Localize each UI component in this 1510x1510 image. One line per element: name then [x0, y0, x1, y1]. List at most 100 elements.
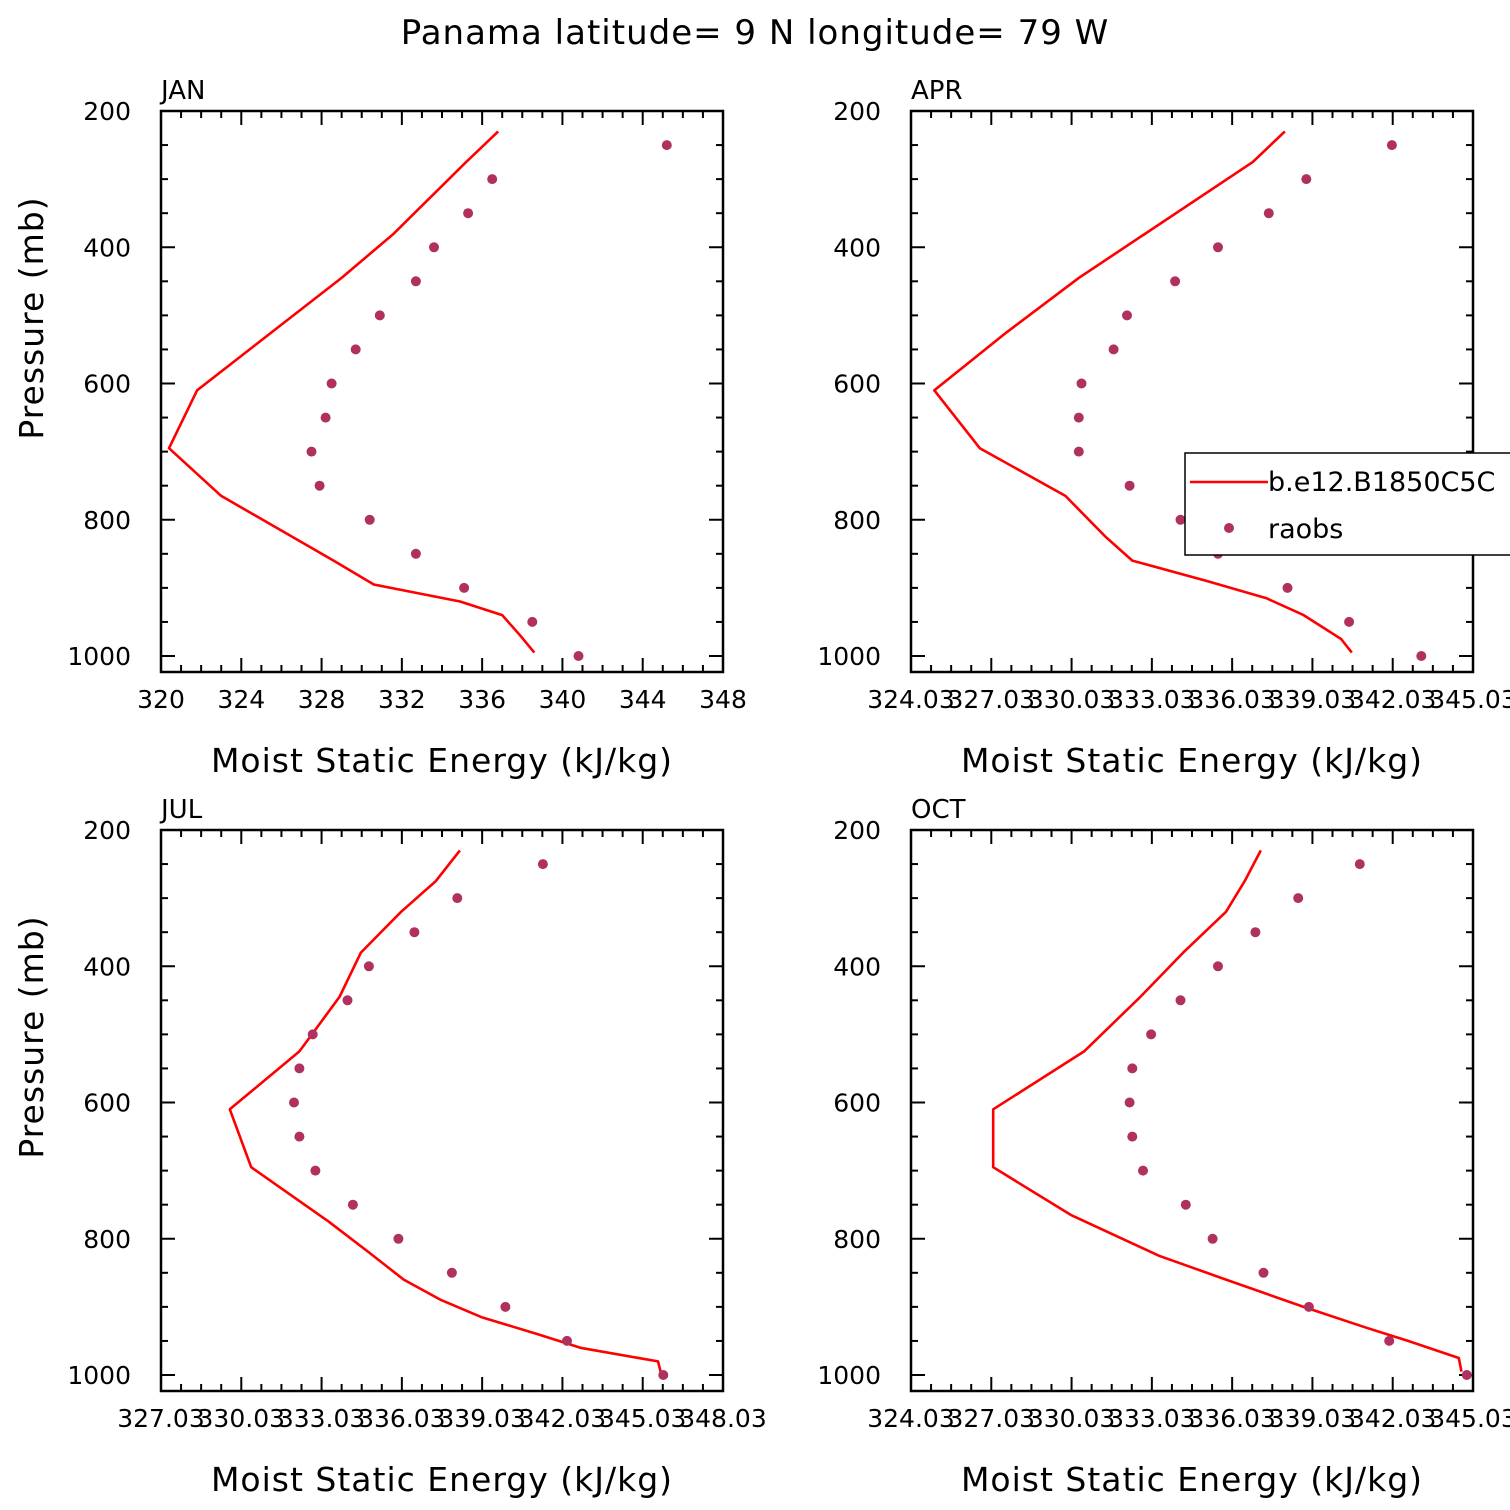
raobs-point [1213, 242, 1223, 253]
y-tick-label: 800 [83, 1225, 131, 1254]
raobs-point [1386, 140, 1397, 151]
y-tick-label: 600 [833, 370, 881, 399]
x-tick-label: 342.03 [1349, 685, 1436, 714]
x-tick-label: 340 [539, 685, 587, 714]
legend: b.e12.B1850C5C raobs [1184, 452, 1510, 556]
x-tick-label: 345.03 [1429, 685, 1510, 714]
panel-jul: JUL327.03330.03333.03336.03339.03342.033… [12, 795, 767, 1499]
x-tick-label: 333.03 [278, 1404, 365, 1433]
raobs-point [307, 1029, 318, 1040]
raobs-point [446, 1267, 457, 1278]
raobs-point [1108, 344, 1119, 355]
y-tick-label: 600 [833, 1089, 881, 1118]
x-tick-label: 342.03 [519, 1404, 606, 1433]
x-axis-label: Moist Static Energy (kJ/kg) [961, 1460, 1423, 1499]
x-tick-label: 333.03 [1108, 1404, 1195, 1433]
raobs-point [1282, 582, 1293, 593]
raobs-point [363, 961, 374, 972]
x-tick-label: 330.03 [1028, 685, 1115, 714]
raobs-point [658, 1370, 669, 1380]
panel-label: JAN [159, 76, 205, 106]
raobs-point [1416, 651, 1427, 661]
plot-frame [909, 109, 1475, 674]
x-tick-label: 327.03 [948, 685, 1035, 714]
x-tick-label: 339.03 [1269, 1404, 1356, 1433]
plot-frame [909, 828, 1475, 1393]
panel-label: APR [911, 76, 963, 106]
raobs-point [1263, 208, 1274, 219]
raobs-point [347, 1199, 358, 1210]
y-tick-label: 400 [833, 233, 881, 262]
raobs-point [314, 480, 325, 491]
panel-oct: OCT324.03327.03330.03333.03336.03339.033… [817, 795, 1510, 1499]
x-tick-label: 336 [458, 685, 506, 714]
raobs-point [429, 242, 439, 253]
raobs-point [463, 208, 474, 219]
raobs-point [1170, 276, 1181, 287]
raobs-point [1250, 927, 1261, 938]
panel-label: JUL [159, 795, 203, 825]
model-line [228, 849, 662, 1372]
x-tick-label: 336.03 [1188, 685, 1275, 714]
raobs-point [1124, 480, 1135, 491]
raobs-point [562, 1335, 572, 1346]
raobs-point [289, 1097, 299, 1108]
model-line [167, 130, 536, 654]
y-tick-label: 800 [83, 506, 131, 535]
raobs-point [326, 378, 337, 389]
raobs-point [487, 174, 498, 185]
raobs-point [500, 1301, 511, 1312]
raobs-point [459, 582, 470, 593]
x-tick-label: 342.03 [1349, 1404, 1436, 1433]
raobs-point [1073, 446, 1084, 457]
raobs-point [350, 344, 361, 355]
raobs-point [452, 893, 463, 904]
x-tick-label: 339.03 [438, 1404, 525, 1433]
x-tick-label: 327.03 [117, 1404, 204, 1433]
raobs-point [1138, 1165, 1148, 1176]
raobs-point [1076, 378, 1087, 389]
x-axis-label: Moist Static Energy (kJ/kg) [961, 741, 1423, 780]
y-tick-label: 800 [833, 506, 881, 535]
y-tick-label: 400 [833, 952, 881, 981]
raobs-point [410, 276, 421, 287]
panels: JAN 320 324 328 332 336 340 344 348 200 400 600 800 1… [12, 76, 1510, 1499]
raobs-point [1127, 1131, 1138, 1142]
raobs-point [1213, 961, 1223, 972]
raobs-point [1180, 1199, 1191, 1210]
x-tick-label: 345.03 [1429, 1404, 1510, 1433]
plot-frame [159, 109, 725, 674]
raobs-point [1175, 995, 1186, 1006]
x-axis-label: Moist Static Energy (kJ/kg) [211, 741, 673, 780]
raobs-point [573, 651, 584, 661]
raobs-point [342, 995, 353, 1006]
raobs-point [374, 310, 385, 321]
y-axis-label: Pressure (mb) [12, 196, 51, 439]
raobs-point [1354, 859, 1365, 870]
raobs-point [1344, 616, 1355, 627]
x-tick-label: 328 [298, 685, 346, 714]
panel-label: OCT [911, 795, 966, 825]
x-tick-label: 324 [217, 685, 265, 714]
model-line [991, 849, 1463, 1372]
raobs-point [410, 548, 421, 559]
y-tick-label: 600 [83, 1089, 131, 1118]
raobs-point [1073, 412, 1084, 423]
y-tick-label: 800 [833, 1225, 881, 1254]
raobs-point [1384, 1335, 1395, 1346]
x-tick-label: 336.03 [1188, 1404, 1275, 1433]
y-tick-label: 200 [833, 97, 881, 126]
x-tick-label: 330.03 [1028, 1404, 1115, 1433]
raobs-point [527, 616, 538, 627]
raobs-point [409, 927, 420, 938]
y-tick-label: 1000 [67, 642, 131, 671]
x-tick-label: 336.03 [358, 1404, 445, 1433]
x-tick-label: 320 [137, 685, 185, 714]
x-tick-label: 324.03 [867, 685, 954, 714]
raobs-point [320, 412, 331, 423]
y-tick-label: 200 [83, 97, 131, 126]
y-tick-label: 600 [83, 370, 131, 399]
raobs-point [1146, 1029, 1157, 1040]
x-tick-label: 348 [699, 685, 747, 714]
